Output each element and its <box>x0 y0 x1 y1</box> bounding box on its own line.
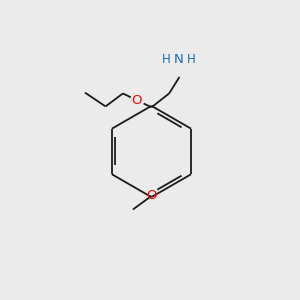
Text: H: H <box>162 53 171 66</box>
Text: O: O <box>146 189 157 203</box>
Text: O: O <box>131 94 141 107</box>
Text: H: H <box>187 53 196 66</box>
Text: N: N <box>174 53 184 66</box>
